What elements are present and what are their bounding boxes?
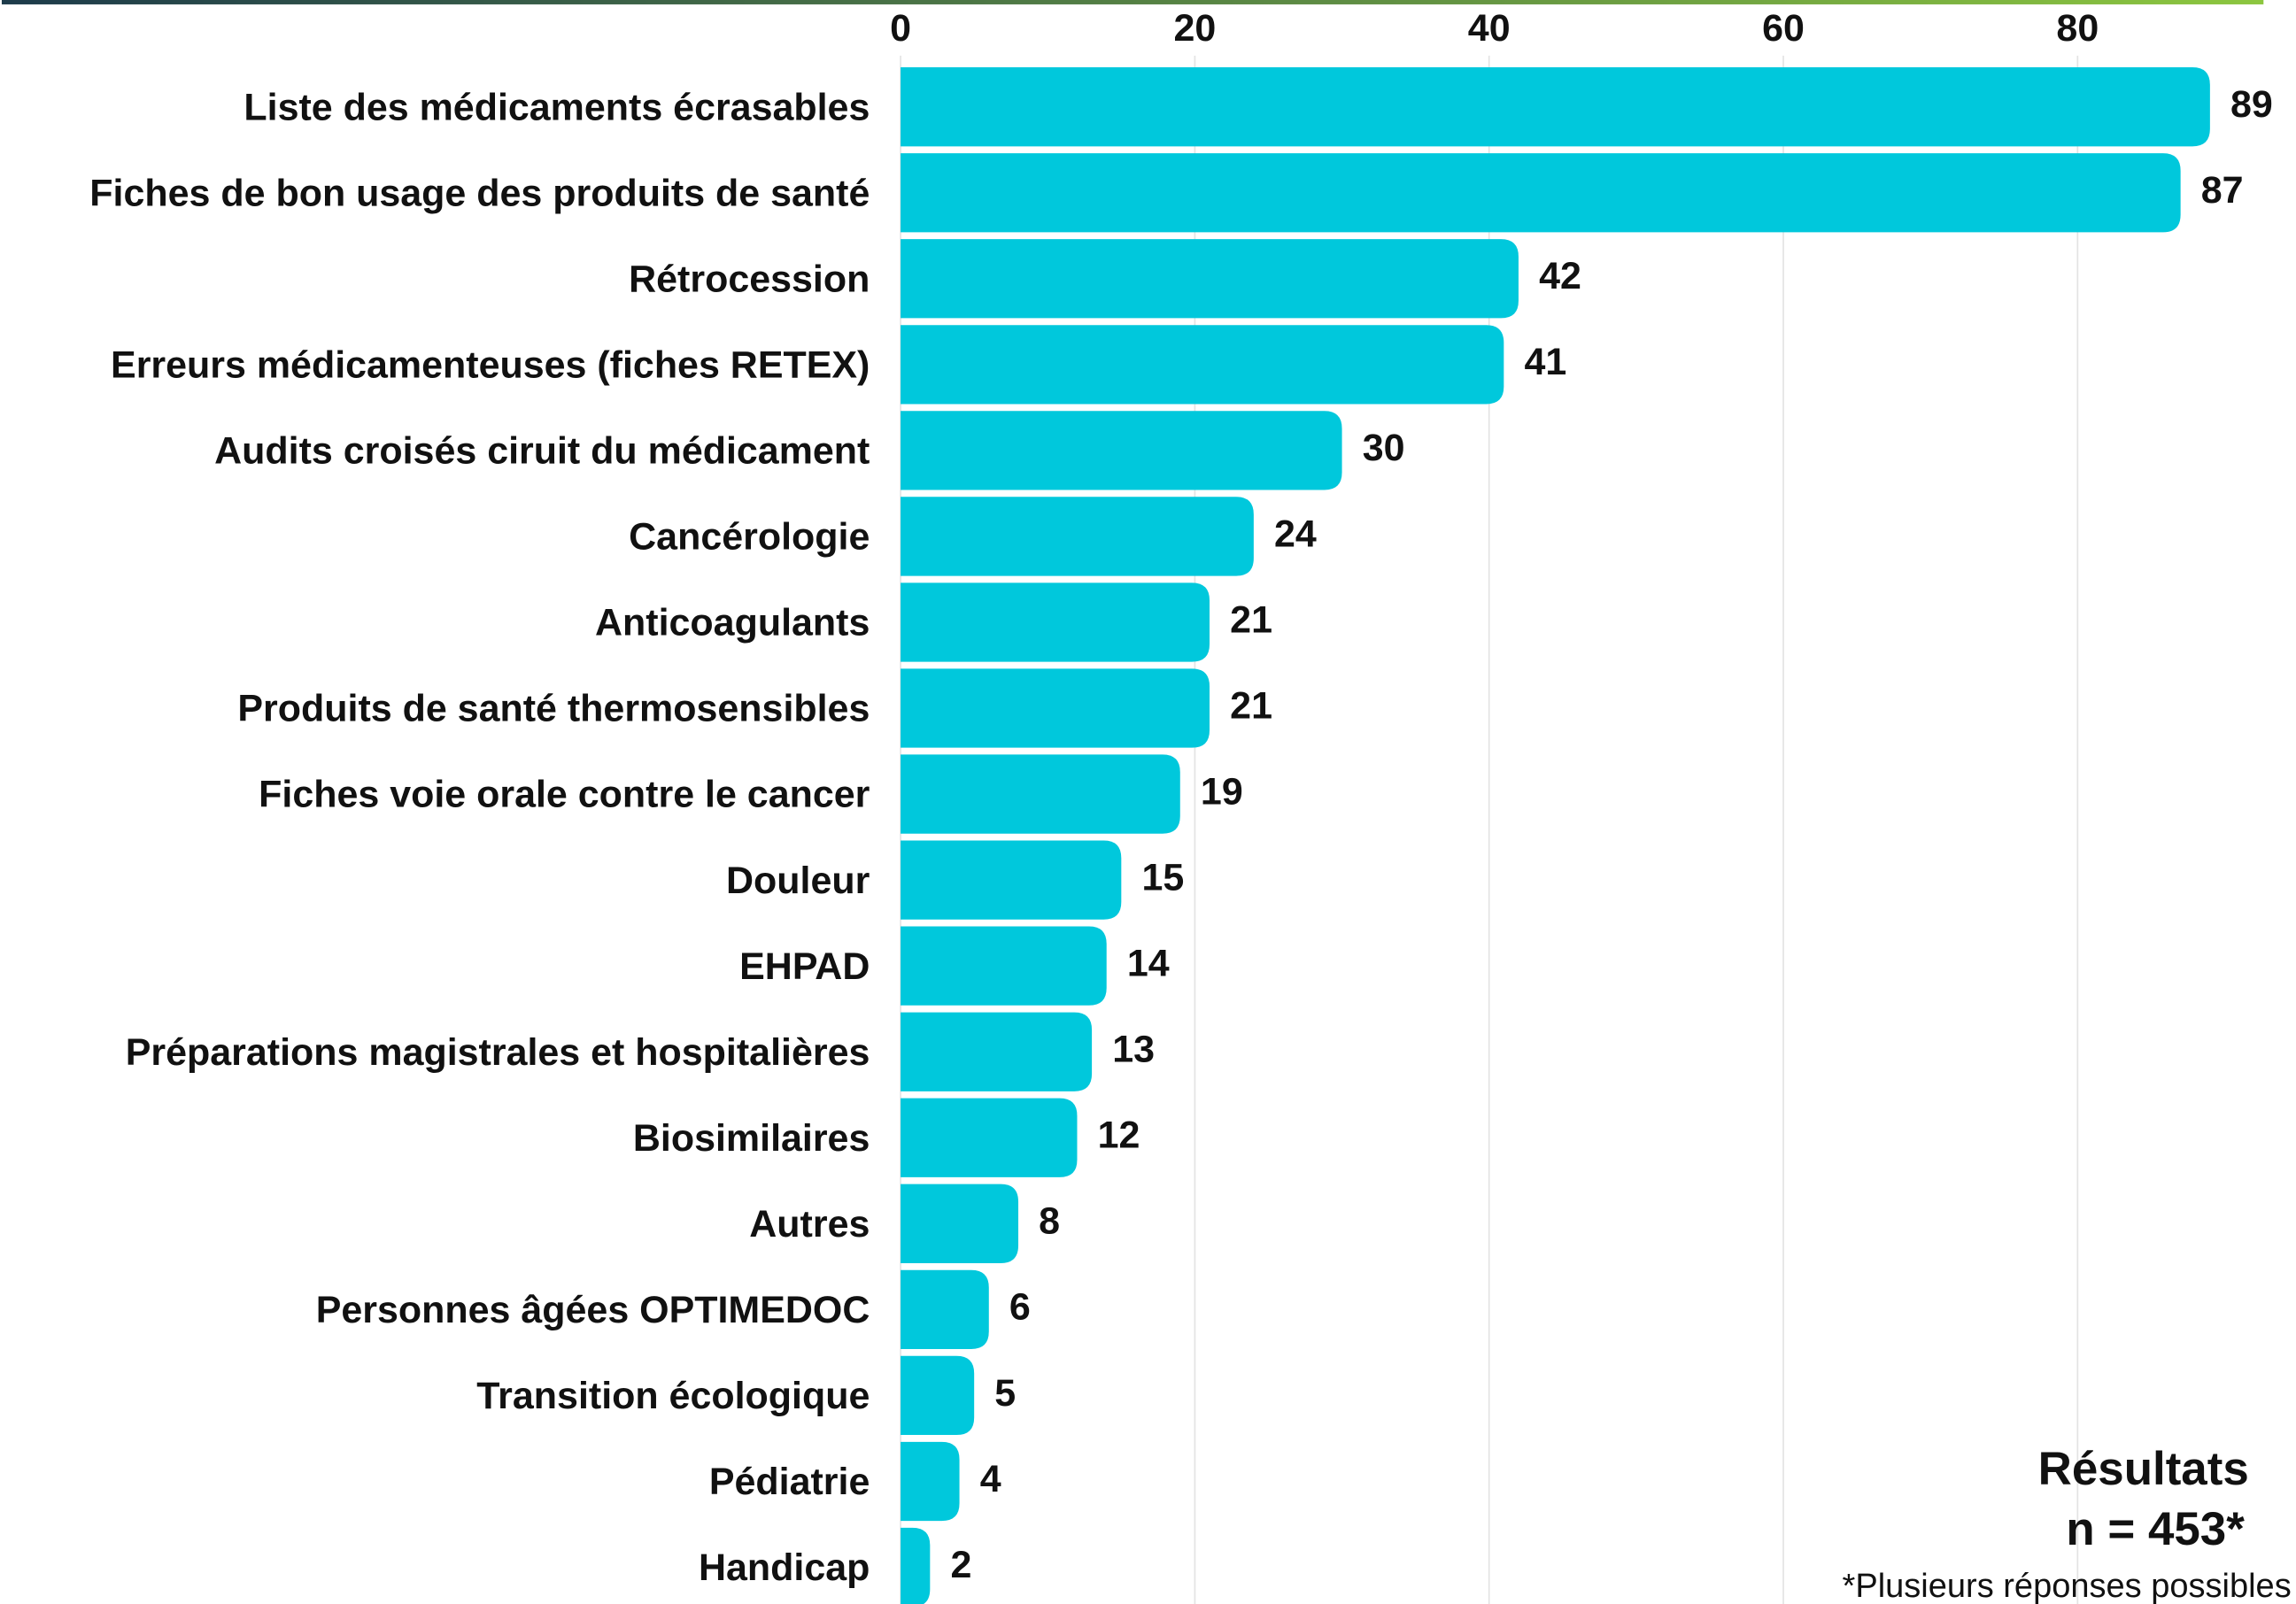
data-label: 13	[1112, 1029, 1155, 1071]
bar	[901, 1184, 1019, 1263]
y-tick-label: Handicap	[699, 1546, 870, 1589]
y-tick-label: Douleur	[726, 860, 870, 902]
data-label: 19	[1201, 770, 1243, 813]
y-tick-label: Biosimilaires	[633, 1117, 870, 1160]
annotation: n = 453*	[2066, 1503, 2245, 1555]
y-tick-label: EHPAD	[739, 945, 870, 988]
y-tick-label: Cancérologie	[629, 516, 870, 559]
bar	[901, 1527, 931, 1604]
bar	[901, 497, 1254, 576]
x-tick-label: 40	[1468, 7, 1511, 50]
bar	[901, 153, 2181, 233]
top-rule	[1, 0, 2264, 4]
data-label: 30	[1363, 427, 1405, 469]
data-label: 89	[2230, 83, 2273, 126]
y-tick-label: Fiches de bon usage des produits de sant…	[89, 172, 870, 214]
bar	[901, 67, 2210, 147]
y-tick-label: Liste des médicaments écrasables	[244, 86, 870, 128]
data-label: 8	[1039, 1200, 1060, 1243]
bar	[901, 325, 1504, 405]
data-label: 42	[1539, 255, 1581, 297]
annotation: Résultats	[2038, 1443, 2249, 1495]
y-tick-label: Personnes âgées OPTIMEDOC	[316, 1289, 870, 1331]
bar	[901, 1098, 1078, 1177]
data-label: 4	[980, 1458, 1001, 1500]
bar	[901, 754, 1180, 834]
y-tick-label: Autres	[749, 1203, 870, 1245]
bar	[901, 1355, 975, 1436]
data-label: 15	[1141, 856, 1184, 898]
data-label: 41	[1524, 341, 1566, 383]
bar	[901, 1269, 989, 1349]
annotation: *Plusieurs réponses possibles	[1843, 1568, 2292, 1604]
bar	[901, 840, 1122, 920]
y-tick-label: Pédiatrie	[709, 1461, 870, 1503]
y-tick-label: Rétrocession	[629, 258, 870, 300]
bar	[901, 1012, 1093, 1091]
data-label: 24	[1274, 513, 1317, 555]
y-tick-label: Audits croisés ciruit du médicament	[214, 430, 870, 473]
data-label: 5	[994, 1372, 1016, 1415]
y-tick-label: Préparations magistrales et hospitalière…	[126, 1031, 870, 1074]
y-tick-label: Transition écologique	[476, 1375, 870, 1417]
y-tick-label: Erreurs médicamenteuses (fiches RETEX)	[111, 343, 870, 386]
x-tick-label: 20	[1174, 7, 1217, 50]
x-tick-label: 80	[2056, 7, 2099, 50]
data-label: 21	[1230, 684, 1272, 727]
bar	[901, 411, 1342, 490]
x-tick-label: 60	[1762, 7, 1805, 50]
bar	[901, 1441, 960, 1522]
data-label: 87	[2201, 169, 2244, 212]
y-tick-label: Anticoagulants	[595, 602, 870, 644]
bar	[901, 582, 1210, 662]
data-label: 21	[1230, 598, 1272, 641]
data-label: 12	[1098, 1114, 1140, 1157]
data-label: 6	[1009, 1286, 1031, 1329]
bar	[901, 668, 1210, 748]
x-tick-label: 0	[890, 7, 911, 50]
data-label: 14	[1127, 943, 1170, 985]
y-tick-label: Fiches voie orale contre le cancer	[259, 774, 870, 816]
y-tick-label: Produits de santé thermosensibles	[237, 688, 870, 730]
bar	[901, 239, 1519, 319]
data-label: 2	[950, 1544, 971, 1586]
bar	[901, 926, 1107, 1006]
